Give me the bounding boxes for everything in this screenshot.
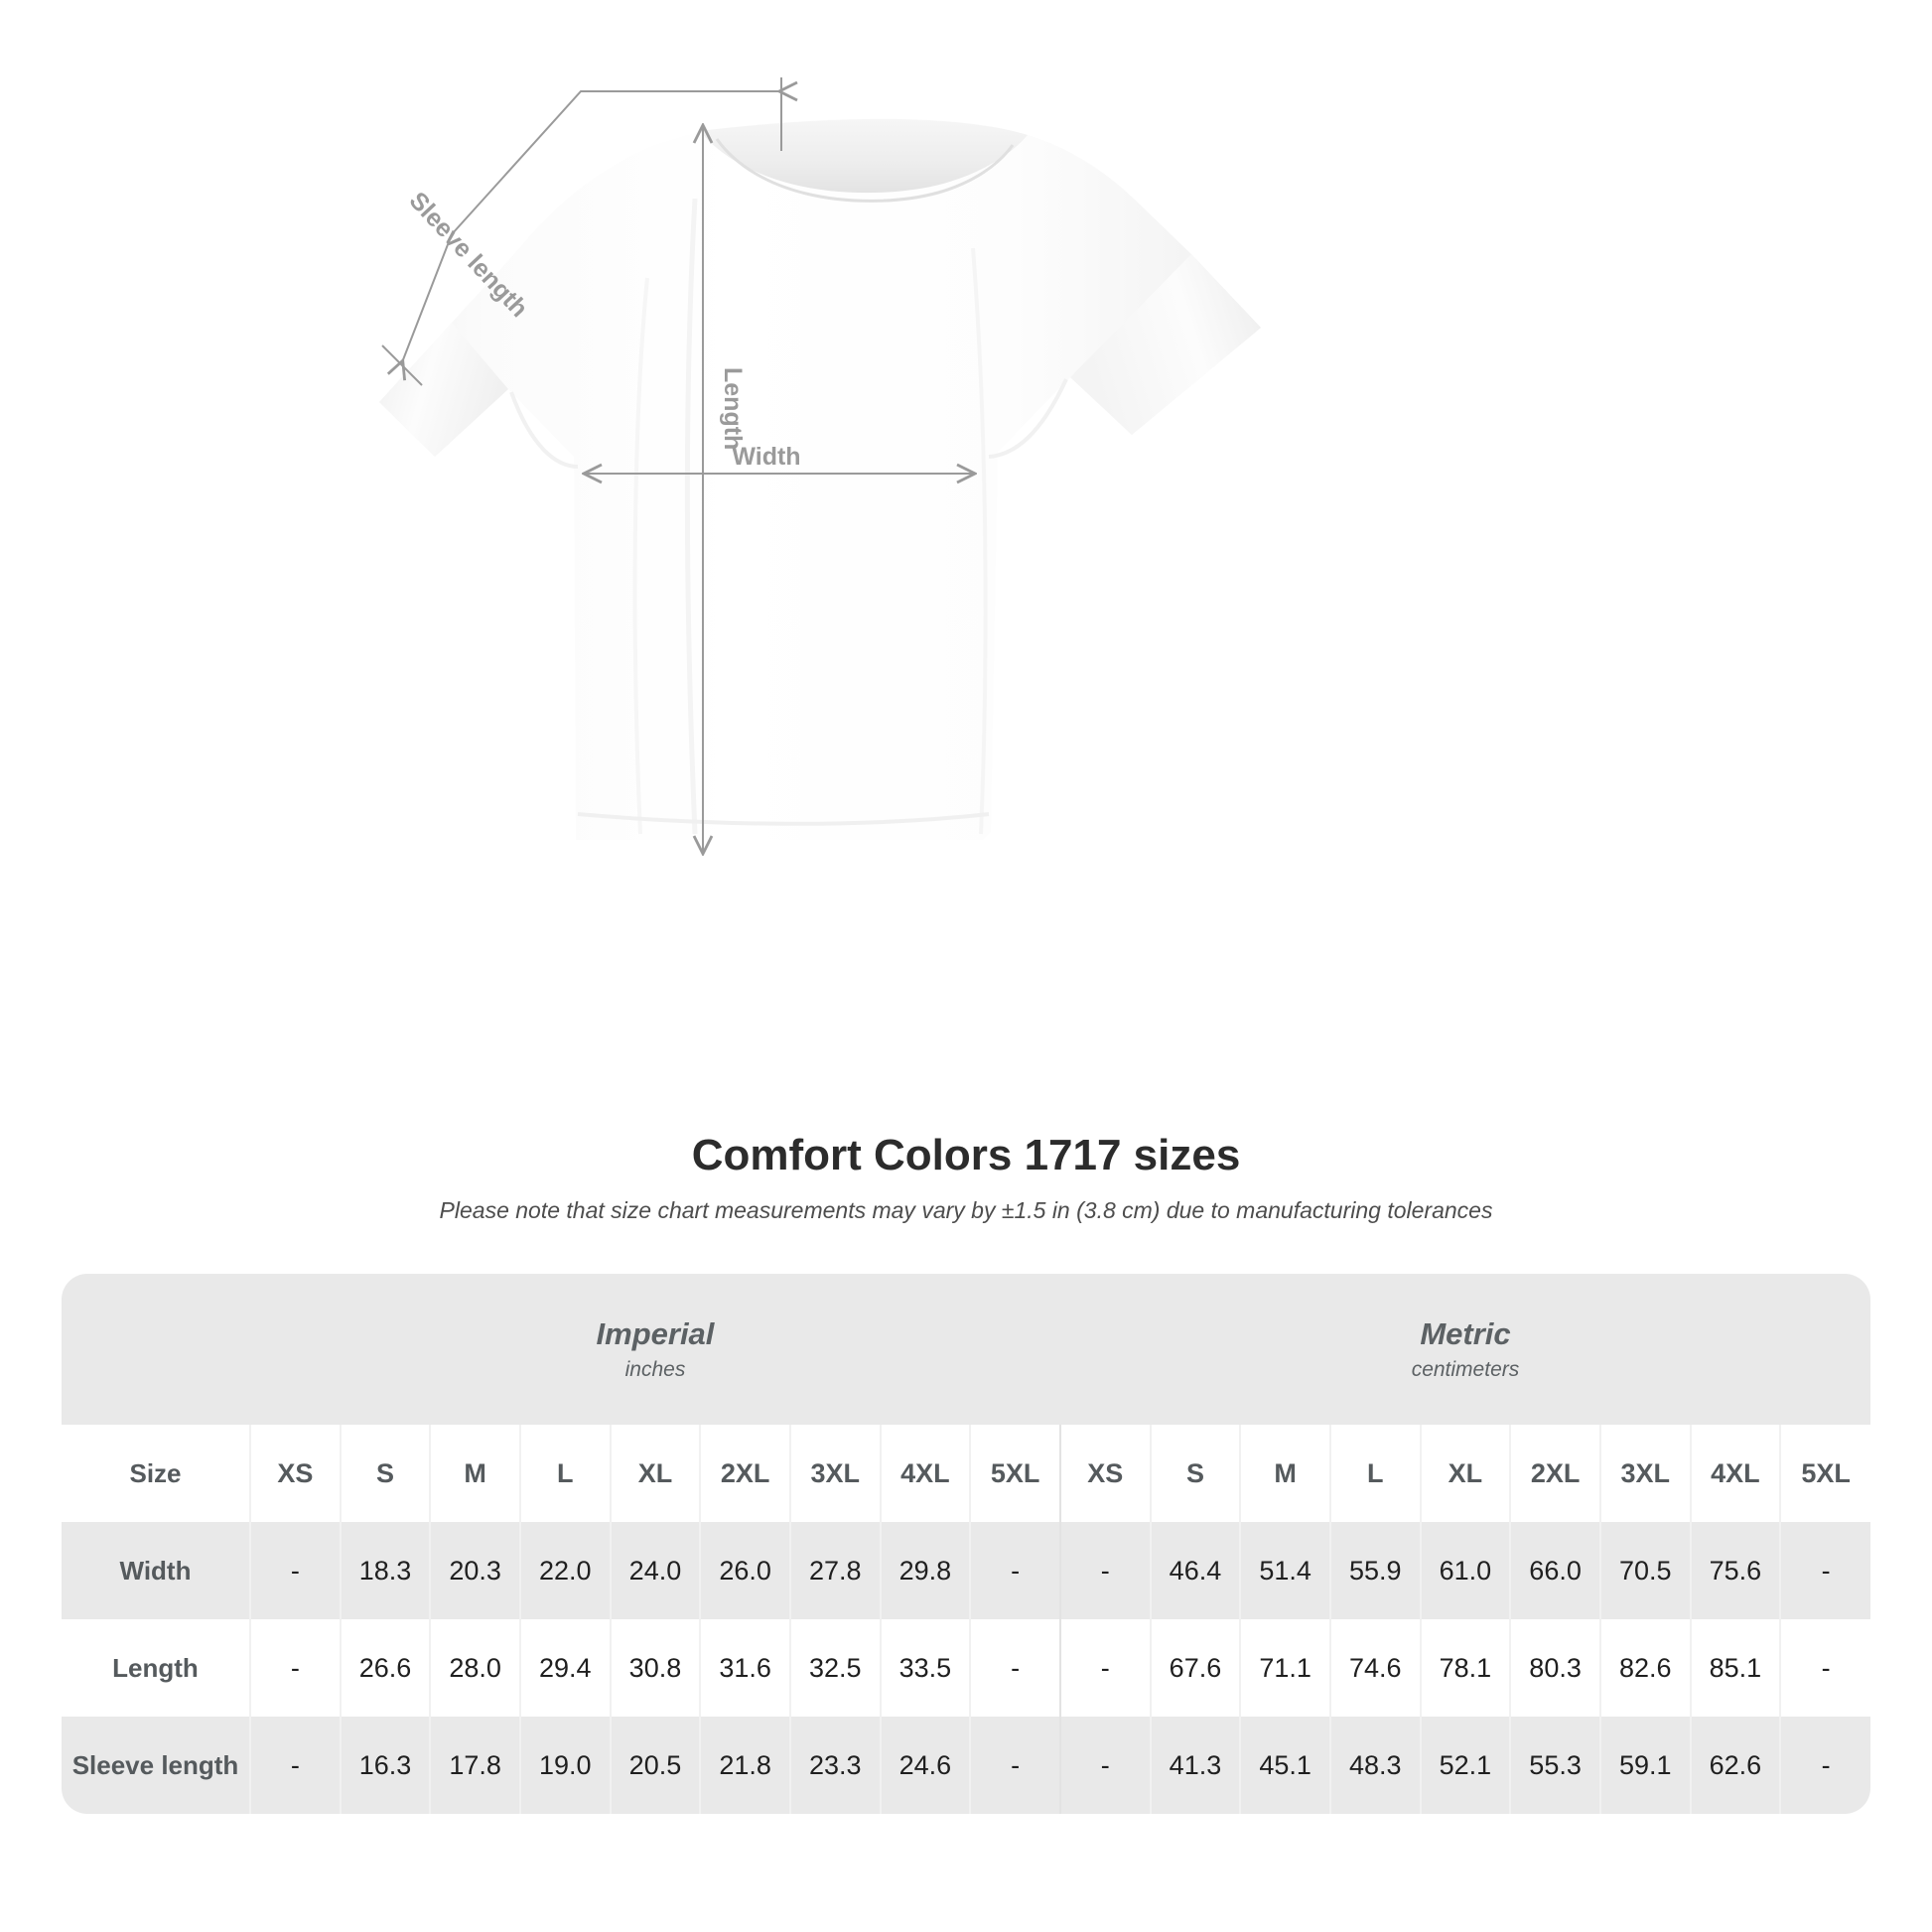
cell-sleeve-length-metric-m: 45.1: [1239, 1717, 1330, 1814]
cell-length-imperial-m: 28.0: [429, 1619, 520, 1717]
cell-length-imperial-xs: -: [249, 1619, 341, 1717]
size-header-label: Size: [62, 1425, 250, 1522]
cell-length-metric-l: 74.6: [1328, 1619, 1421, 1717]
row-label-sleeve-length: Sleeve length: [62, 1717, 250, 1814]
cell-length-metric-m: 71.1: [1239, 1619, 1330, 1717]
width-label: Width: [732, 443, 800, 471]
cell-sleeve-length-imperial-m: 17.8: [429, 1717, 520, 1814]
cell-sleeve-length-imperial-l: 19.0: [518, 1717, 611, 1814]
unit-group-name: Metric: [1420, 1316, 1511, 1352]
cell-sleeve-length-metric-4xl: 62.6: [1689, 1717, 1781, 1814]
cell-width-imperial-5xl: -: [969, 1522, 1060, 1619]
cell-width-imperial-2xl: 26.0: [699, 1522, 790, 1619]
sleeve-length-dimension: [381, 77, 781, 386]
cell-length-imperial-4xl: 33.5: [879, 1619, 971, 1717]
unit-group-metric: Metric centimeters: [1059, 1274, 1870, 1425]
size-header-metric-xl: XL: [1419, 1425, 1511, 1522]
cell-sleeve-length-metric-2xl: 55.3: [1509, 1717, 1600, 1814]
title-block: Comfort Colors 1717 sizes Please note th…: [0, 1131, 1932, 1224]
cell-sleeve-length-imperial-xs: -: [249, 1717, 341, 1814]
cell-width-imperial-l: 22.0: [518, 1522, 611, 1619]
size-header-imperial-xs: XS: [249, 1425, 341, 1522]
cell-width-metric-s: 46.4: [1149, 1522, 1241, 1619]
cell-sleeve-length-metric-5xl: -: [1779, 1717, 1870, 1814]
cell-sleeve-length-imperial-3xl: 23.3: [788, 1717, 881, 1814]
tshirt-diagram: Sleeve length Length Width: [379, 77, 1261, 1102]
size-header-imperial-m: M: [429, 1425, 520, 1522]
length-label: Length: [719, 367, 747, 450]
cell-length-metric-s: 67.6: [1149, 1619, 1241, 1717]
cell-length-metric-2xl: 80.3: [1509, 1619, 1600, 1717]
cell-width-metric-2xl: 66.0: [1509, 1522, 1600, 1619]
cell-length-imperial-2xl: 31.6: [699, 1619, 790, 1717]
cell-width-metric-l: 55.9: [1328, 1522, 1421, 1619]
size-header-metric-4xl: 4XL: [1689, 1425, 1781, 1522]
cell-width-metric-5xl: -: [1779, 1522, 1870, 1619]
page-title: Comfort Colors 1717 sizes: [691, 1131, 1241, 1179]
size-header-imperial-5xl: 5XL: [969, 1425, 1060, 1522]
cell-sleeve-length-imperial-5xl: -: [969, 1717, 1060, 1814]
cell-sleeve-length-metric-l: 48.3: [1328, 1717, 1421, 1814]
cell-width-metric-xl: 61.0: [1419, 1522, 1511, 1619]
cell-length-imperial-3xl: 32.5: [788, 1619, 881, 1717]
unit-group-subtitle: inches: [624, 1357, 686, 1381]
cell-sleeve-length-metric-xl: 52.1: [1419, 1717, 1511, 1814]
size-header-metric-3xl: 3XL: [1598, 1425, 1691, 1522]
size-chart-table: Imperial inches Metric centimeters Size XS S M L…: [62, 1274, 1870, 1814]
cell-sleeve-length-metric-s: 41.3: [1149, 1717, 1241, 1814]
size-header-metric-s: S: [1149, 1425, 1241, 1522]
cell-width-imperial-3xl: 27.8: [788, 1522, 881, 1619]
size-header-imperial-2xl: 2XL: [699, 1425, 790, 1522]
size-header-metric-5xl: 5XL: [1779, 1425, 1870, 1522]
page-subtitle: Please note that size chart measurements…: [439, 1197, 1493, 1224]
size-header-imperial-s: S: [339, 1425, 431, 1522]
unit-group-subtitle: centimeters: [1411, 1357, 1520, 1381]
shirt-body-shape: [379, 118, 1261, 840]
cell-sleeve-length-metric-xs: -: [1058, 1717, 1151, 1814]
tshirt-illustration: Sleeve length Length Width: [379, 77, 1261, 1102]
size-header-metric-xs: XS: [1058, 1425, 1151, 1522]
cell-width-metric-4xl: 75.6: [1689, 1522, 1781, 1619]
cell-width-imperial-4xl: 29.8: [879, 1522, 971, 1619]
cell-length-imperial-xl: 30.8: [609, 1619, 701, 1717]
cell-length-metric-xs: -: [1058, 1619, 1151, 1717]
size-header-row: Size XS S M L XL 2XL 3XL 4XL 5XL XS S M L XL 2XL 3XL 4XL 5…: [62, 1425, 1870, 1522]
cell-sleeve-length-imperial-xl: 20.5: [609, 1717, 701, 1814]
cell-length-metric-5xl: -: [1779, 1619, 1870, 1717]
size-header-imperial-xl: XL: [609, 1425, 701, 1522]
cell-length-metric-4xl: 85.1: [1689, 1619, 1781, 1717]
cell-length-imperial-l: 29.4: [518, 1619, 611, 1717]
size-header-metric-m: M: [1239, 1425, 1330, 1522]
cell-length-metric-xl: 78.1: [1419, 1619, 1511, 1717]
table-row: Sleeve length -16.3 17.8 19.0 20.5 21.8 23.3 24…: [62, 1717, 1870, 1814]
cell-width-imperial-xl: 24.0: [609, 1522, 701, 1619]
cell-width-metric-3xl: 70.5: [1598, 1522, 1691, 1619]
unit-group-imperial: Imperial inches: [250, 1274, 1060, 1425]
cell-sleeve-length-imperial-2xl: 21.8: [699, 1717, 790, 1814]
cell-width-metric-m: 51.4: [1239, 1522, 1330, 1619]
size-header-metric-2xl: 2XL: [1509, 1425, 1600, 1522]
cell-width-metric-xs: -: [1058, 1522, 1151, 1619]
unit-group-name: Imperial: [596, 1316, 715, 1352]
cell-length-metric-3xl: 82.6: [1598, 1619, 1691, 1717]
row-label-length: Length: [62, 1619, 250, 1717]
table-row: Width -18.3 20.3 22.0 24.0 26.0 27.8 29.8- -46.4…: [62, 1522, 1870, 1619]
cell-sleeve-length-metric-3xl: 59.1: [1598, 1717, 1691, 1814]
cell-width-imperial-m: 20.3: [429, 1522, 520, 1619]
cell-width-imperial-s: 18.3: [339, 1522, 431, 1619]
cell-sleeve-length-imperial-4xl: 24.6: [879, 1717, 971, 1814]
cell-width-imperial-xs: -: [249, 1522, 341, 1619]
cell-length-imperial-5xl: -: [969, 1619, 1060, 1717]
size-header-metric-l: L: [1328, 1425, 1421, 1522]
size-chart-table-wrapper: Imperial inches Metric centimeters Size XS S M L…: [62, 1274, 1870, 1814]
cell-length-imperial-s: 26.6: [339, 1619, 431, 1717]
table-row: Length -26.6 28.0 29.4 30.8 31.6 32.5 33.5- -67.…: [62, 1619, 1870, 1717]
row-label-width: Width: [62, 1522, 250, 1619]
unit-group-row: Imperial inches Metric centimeters: [62, 1274, 1870, 1425]
cell-sleeve-length-imperial-s: 16.3: [339, 1717, 431, 1814]
size-header-imperial-4xl: 4XL: [879, 1425, 971, 1522]
size-header-imperial-l: L: [518, 1425, 611, 1522]
size-header-imperial-3xl: 3XL: [788, 1425, 881, 1522]
unit-row-corner-spacer: [62, 1274, 250, 1425]
